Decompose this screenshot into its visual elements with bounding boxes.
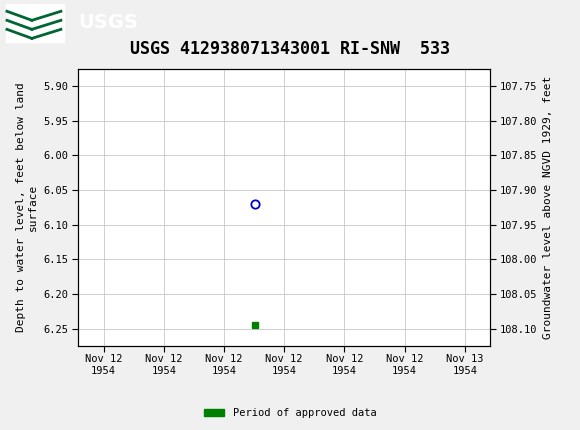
Bar [6,3,64,42]
Legend: Period of approved data: Period of approved data [200,404,380,423]
Y-axis label: Depth to water level, feet below land
surface: Depth to water level, feet below land su… [16,83,38,332]
Text: USGS 412938071343001 RI-SNW  533: USGS 412938071343001 RI-SNW 533 [130,40,450,58]
Text: USGS: USGS [78,13,138,32]
Y-axis label: Groundwater level above NGVD 1929, feet: Groundwater level above NGVD 1929, feet [543,76,553,339]
